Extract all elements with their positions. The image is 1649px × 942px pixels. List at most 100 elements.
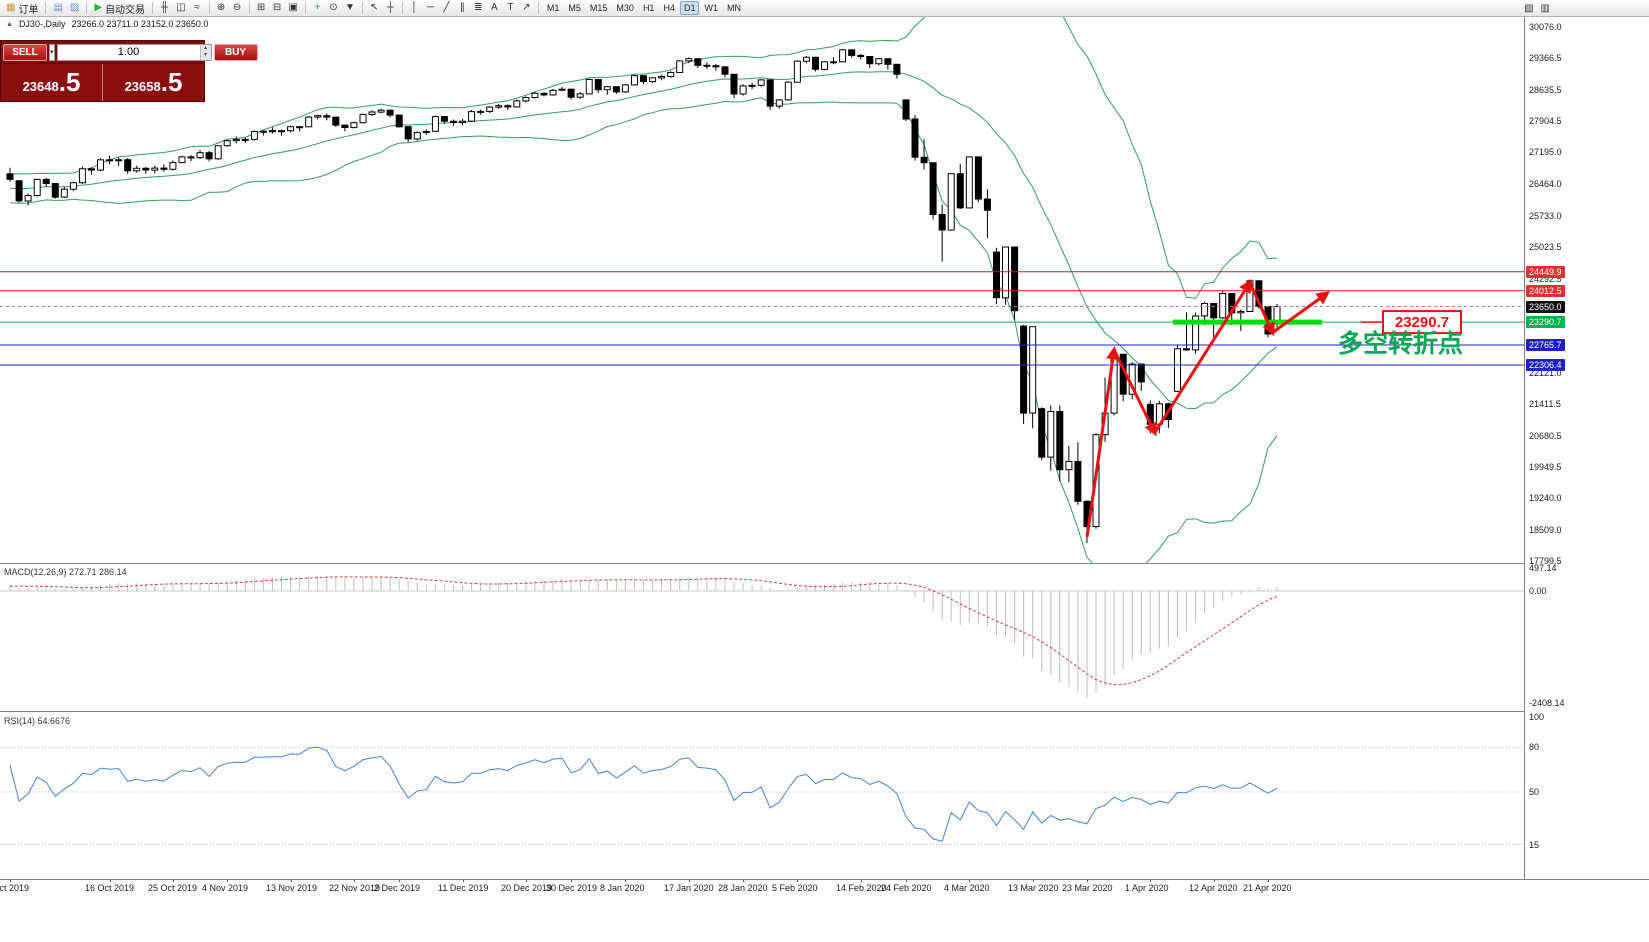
line-chart-icon: ≈ (194, 2, 200, 13)
period-button[interactable]: ⊙ (326, 1, 341, 15)
label-button[interactable]: T (503, 1, 518, 15)
time-tick (689, 879, 690, 882)
time-tick (861, 879, 862, 882)
crosshair-icon: ┼ (386, 2, 394, 13)
bar-chart-icon: ╫ (161, 2, 169, 13)
timeframe-d1-button[interactable]: D1 (679, 1, 700, 15)
text-icon: A (491, 2, 498, 13)
rsi-panel[interactable] (0, 713, 1524, 879)
price-level-chip[interactable]: 22306.4 (1526, 359, 1565, 371)
line-chart-button[interactable]: ≈ (190, 1, 205, 15)
sell-price[interactable]: 23648 .5 (1, 64, 102, 101)
timeframe-m30-button[interactable]: M30 (616, 3, 634, 13)
time-axis-border (0, 879, 1649, 880)
templates-button[interactable]: ▼ (342, 1, 358, 15)
rsi-axis-label: 80 (1529, 742, 1540, 752)
price-axis-label: 25733.0 (1529, 211, 1562, 221)
macd-axis-label: 497.14 (1529, 563, 1557, 573)
grid-button[interactable]: ⊞ (254, 1, 269, 15)
text-button[interactable]: A (487, 1, 502, 15)
price-axis-label: 24292.5 (1529, 274, 1562, 284)
zoom-out-icon: ⊖ (232, 2, 242, 13)
price-axis[interactable]: 30076.0 29366.5 28635.5 27904.5 27195.0 26464… (1524, 17, 1649, 879)
time-axis-label: 20 Dec 2019 (501, 883, 553, 893)
sell-button[interactable]: SELL (3, 43, 47, 61)
time-tick (906, 879, 907, 882)
price-level-chip[interactable]: 24012.5 (1526, 285, 1565, 297)
channel-icon: ∥ (459, 2, 465, 13)
candles (6, 49, 1281, 544)
charts-button[interactable]: ▤ (50, 1, 65, 15)
timeframe-h4-button[interactable]: H4 (663, 3, 675, 13)
time-axis-label: 12 Apr 2020 (1189, 883, 1238, 893)
zoom-in-button[interactable]: ⊕ (214, 1, 229, 15)
time-axis-label: 25 Oct 2019 (148, 883, 198, 893)
price-level-chip[interactable]: 22765.7 (1526, 339, 1565, 351)
price-level-chip[interactable]: 24449.9 (1526, 266, 1565, 278)
toolbar-separator (152, 2, 154, 14)
panel-separator-macd[interactable] (0, 563, 1649, 565)
buy-button[interactable]: BUY (213, 43, 258, 61)
price-level-chip[interactable]: 23290.7 (1526, 316, 1565, 328)
rsi-axis-label: 100 (1529, 712, 1545, 722)
time-axis-label: 17 Jan 2020 (664, 883, 714, 893)
horizontal-line-icon: ─ (426, 2, 434, 13)
price-axis-label: 28635.5 (1529, 85, 1562, 95)
chart-marker-icon: ▲ (6, 20, 13, 28)
time-tick (399, 879, 400, 882)
new-order-button[interactable]: ▦ 订单 (3, 1, 41, 16)
order-type-dropdown[interactable]: ▾ (49, 43, 55, 61)
profiles-button[interactable]: ▨ (67, 1, 82, 15)
cursor-button[interactable]: ↖ (367, 1, 382, 15)
timeframe-mn-button[interactable]: MN (726, 3, 741, 13)
fibonacci-button[interactable]: ≣ (471, 1, 486, 15)
search-button[interactable]: ▧ (1524, 2, 1534, 14)
cursor-icon: ↖ (370, 2, 379, 13)
arrange-button[interactable]: ▣ (286, 1, 301, 15)
arrows-button[interactable]: ↗ (519, 1, 534, 15)
add-indicator-button[interactable]: + (310, 1, 325, 15)
new-order-button-label: 订单 (18, 4, 39, 16)
timeframe-w1-button[interactable]: W1 (704, 3, 718, 13)
vertical-line-button[interactable]: │ (407, 1, 422, 15)
time-axis-label: 13 Nov 2019 (266, 883, 318, 893)
bar-chart-button[interactable]: ╫ (157, 1, 172, 15)
candlestick-chart-button[interactable]: ◫ (173, 1, 188, 15)
time-tick (110, 879, 111, 882)
horizontal-line-button[interactable]: ─ (423, 1, 438, 15)
price-axis-label: 20680.5 (1529, 431, 1562, 441)
price-level-chip[interactable]: 23650.0 (1526, 301, 1565, 313)
time-tick (1087, 879, 1088, 882)
timeframe-m5-button[interactable]: M5 (568, 3, 581, 13)
price-divider (102, 64, 103, 101)
autotrading-button[interactable]: ▶ 自动交易 (91, 1, 148, 16)
price-tag-box[interactable] (1382, 310, 1462, 335)
toolbar-separator (304, 2, 306, 14)
turning-point-annotation[interactable]: 多空转折点 (1338, 329, 1463, 358)
toolbar-separator (248, 2, 250, 14)
price-axis-label: 19240.0 (1529, 493, 1562, 503)
timeframe-m1-button[interactable]: M1 (546, 3, 560, 13)
volume-input[interactable] (57, 44, 200, 60)
panel-separator-rsi[interactable] (0, 711, 1649, 713)
volume-spinner[interactable]: ▴ ▾ (199, 44, 211, 60)
channel-button[interactable]: ∥ (455, 1, 470, 15)
time-axis[interactable]: 1 Oct 2019 16 Oct 2019 25 Oct 2019 4 Nov 20… (0, 879, 1524, 899)
grid-icon: ⊞ (256, 2, 266, 13)
timeframe-m15-button[interactable]: M15 (589, 3, 608, 13)
bollinger-middle-band (9, 71, 1278, 410)
tile-windows-button[interactable]: ⊟ (270, 1, 285, 15)
zoom-out-button[interactable]: ⊖ (230, 1, 245, 15)
trend-zigzag-arrows[interactable] (1085, 279, 1331, 538)
timeframe-h1-button[interactable]: H1 (642, 3, 655, 13)
new-order-icon: ▦ (6, 2, 16, 13)
window-list-button[interactable]: ▥ (1540, 2, 1550, 14)
arrows-icon: ↗ (522, 2, 531, 13)
toolbar-separator (45, 2, 47, 14)
buy-price[interactable]: 23658 .5 (103, 64, 204, 101)
crosshair-button[interactable]: ┼ (383, 1, 398, 15)
trendline-button[interactable]: ╱ (439, 1, 454, 15)
macd-panel[interactable] (0, 565, 1524, 711)
time-axis-label: 1 Oct 2019 (0, 883, 30, 893)
